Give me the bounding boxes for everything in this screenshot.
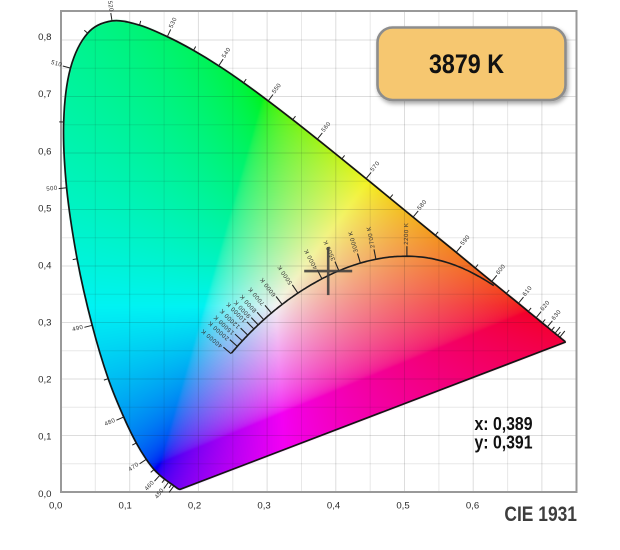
svg-text:510: 510 xyxy=(50,60,63,69)
svg-text:0,0: 0,0 xyxy=(49,501,62,512)
svg-text:3000 K: 3000 K xyxy=(348,230,360,252)
svg-text:3500 K: 3500 K xyxy=(323,239,337,261)
svg-text:570: 570 xyxy=(370,160,382,173)
svg-text:600: 600 xyxy=(495,263,507,276)
svg-text:520: 520 xyxy=(106,0,114,12)
svg-text:0,3: 0,3 xyxy=(38,318,51,329)
svg-text:0,0: 0,0 xyxy=(38,489,51,500)
svg-text:0,3: 0,3 xyxy=(257,501,270,512)
svg-text:x: 0,389: x: 0,389 xyxy=(475,414,533,434)
svg-text:3879 K: 3879 K xyxy=(429,49,504,79)
svg-text:630: 630 xyxy=(551,309,563,322)
svg-text:0,4: 0,4 xyxy=(327,501,341,512)
svg-text:480: 480 xyxy=(104,418,117,428)
svg-text:0,7: 0,7 xyxy=(38,89,51,100)
svg-text:0,4: 0,4 xyxy=(38,261,52,272)
svg-text:0,2: 0,2 xyxy=(38,375,51,386)
svg-text:610: 610 xyxy=(522,285,534,298)
svg-text:470: 470 xyxy=(128,462,141,473)
svg-text:5000 K: 5000 K xyxy=(277,264,294,285)
svg-text:0,1: 0,1 xyxy=(38,432,51,443)
svg-text:2200 K: 2200 K xyxy=(404,223,410,245)
svg-text:490: 490 xyxy=(72,325,85,334)
svg-text:0,8: 0,8 xyxy=(38,32,51,43)
svg-text:580: 580 xyxy=(417,199,429,212)
svg-text:620: 620 xyxy=(540,300,552,313)
svg-text:0,5: 0,5 xyxy=(38,203,51,214)
svg-text:CIE 1931: CIE 1931 xyxy=(504,503,577,526)
svg-text:0,6: 0,6 xyxy=(466,501,479,512)
svg-text:460: 460 xyxy=(144,480,156,493)
svg-text:0,6: 0,6 xyxy=(38,146,51,157)
svg-text:0,1: 0,1 xyxy=(119,501,132,512)
svg-text:0,5: 0,5 xyxy=(396,501,409,512)
svg-text:550: 550 xyxy=(272,82,284,95)
svg-text:530: 530 xyxy=(169,16,179,29)
svg-text:450: 450 xyxy=(154,487,166,500)
svg-text:0,2: 0,2 xyxy=(188,501,201,512)
svg-text:2700 K: 2700 K xyxy=(367,226,377,248)
svg-text:560: 560 xyxy=(321,121,333,134)
svg-text:590: 590 xyxy=(460,234,472,247)
svg-text:500: 500 xyxy=(46,186,58,193)
svg-text:4000 K: 4000 K xyxy=(304,248,319,270)
svg-text:y: 0,391: y: 0,391 xyxy=(475,433,533,453)
svg-text:540: 540 xyxy=(221,47,232,60)
